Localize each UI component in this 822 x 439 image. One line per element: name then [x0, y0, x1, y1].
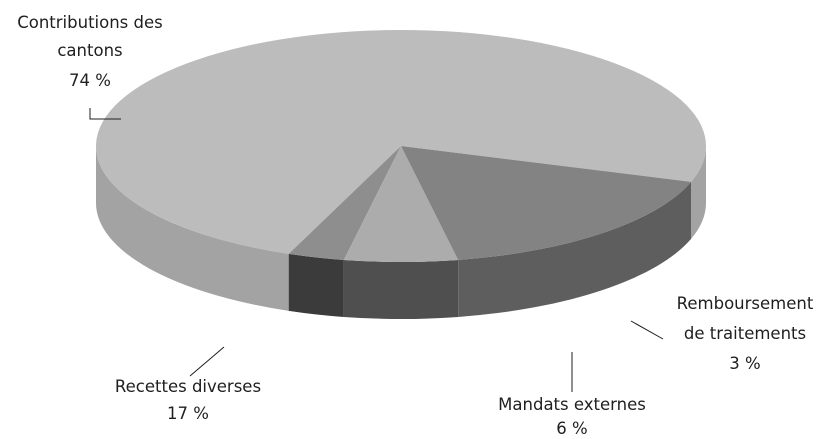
pie-side-cantons-0 — [96, 146, 289, 311]
label-cantons-line-2: cantons — [57, 41, 122, 60]
slice-label-recettes: Recettes diverses 17 % — [115, 377, 261, 423]
leader-line-recettes — [189, 346, 225, 377]
label-remboursement-line-2: de traitements — [684, 324, 806, 343]
slice-label-mandats: Mandats externes 6 % — [498, 395, 646, 438]
leader-line-remboursement — [630, 320, 664, 340]
pie-slice-mandats — [343, 146, 459, 263]
label-mandats-line-1: Mandats externes — [498, 395, 646, 414]
pie-side-remboursement — [288, 253, 344, 317]
pie-slice-recettes — [401, 146, 692, 260]
label-recettes-line-1: Recettes diverses — [115, 377, 261, 396]
pie-tops — [96, 29, 707, 263]
value-label-remboursement: 3 % — [729, 354, 760, 373]
pie-slice-remboursement — [288, 146, 401, 260]
pie-side-mandats — [343, 259, 459, 320]
pie-side-cantons-1 — [691, 146, 706, 239]
value-label-mandats: 6 % — [556, 419, 587, 438]
label-cantons-line-1: Contributions des — [17, 13, 163, 32]
leader-line-cantons — [89, 108, 121, 120]
pie-slice-cantons — [96, 29, 707, 254]
slice-label-cantons: Contributions des cantons 74 % — [17, 13, 163, 90]
value-label-cantons: 74 % — [69, 71, 111, 90]
pie-sides — [96, 146, 706, 320]
value-label-recettes: 17 % — [167, 404, 209, 423]
slice-label-remboursement: Remboursement de traitements 3 % — [677, 294, 814, 373]
leader-lines — [89, 108, 664, 392]
label-remboursement-line-1: Remboursement — [677, 294, 814, 313]
pie-side-recettes — [458, 181, 692, 317]
